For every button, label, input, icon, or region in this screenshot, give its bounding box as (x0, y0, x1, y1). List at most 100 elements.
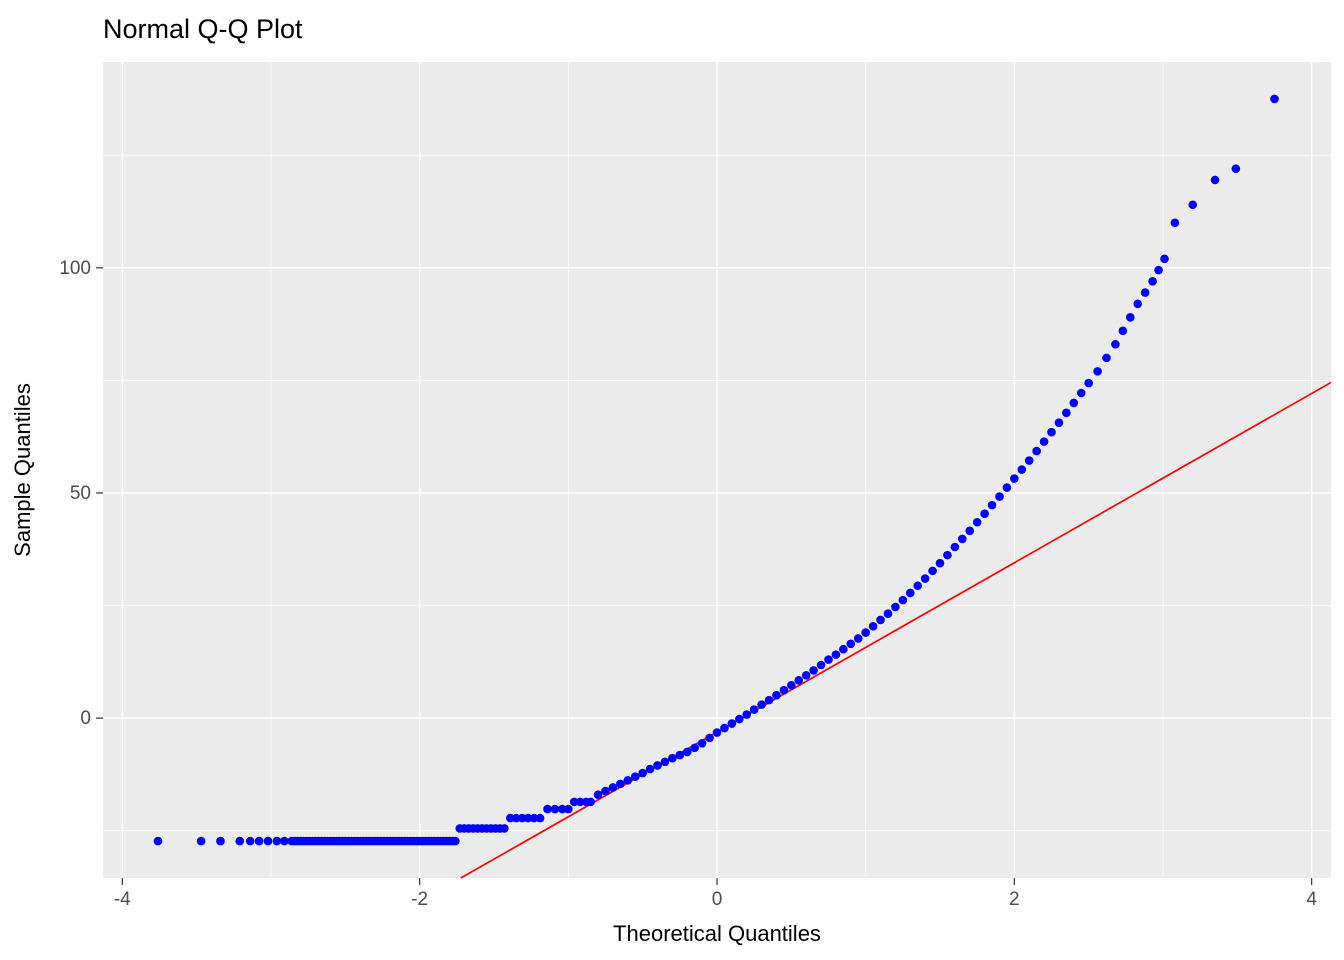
data-point (245, 836, 255, 846)
data-point (920, 574, 930, 583)
data-point (586, 797, 595, 807)
data-point (608, 783, 618, 792)
data-point (1148, 277, 1157, 286)
data-point (660, 757, 670, 767)
data-point (235, 836, 245, 846)
data-point (824, 655, 833, 664)
data-point (794, 676, 804, 685)
data-point (216, 836, 225, 846)
data-point (1010, 474, 1019, 483)
grid-major-layer (103, 62, 1331, 878)
data-point (1084, 378, 1093, 388)
data-point (742, 710, 752, 719)
data-point (623, 775, 633, 785)
data-point (280, 836, 289, 846)
data-point (593, 790, 603, 799)
data-point (853, 634, 863, 643)
x-axis-tick-label: -4 (114, 889, 131, 910)
data-point (569, 797, 579, 807)
data-point (616, 779, 625, 789)
data-point (816, 660, 826, 670)
data-point (1102, 353, 1111, 363)
data-point (883, 609, 893, 618)
y-axis-tick-label: 50 (70, 483, 91, 504)
data-point (1210, 175, 1220, 185)
data-point (558, 804, 567, 814)
scatter-points-layer (153, 94, 1279, 846)
data-point (801, 671, 811, 680)
data-point (965, 526, 975, 536)
data-point (575, 797, 585, 807)
data-point (543, 804, 552, 814)
data-point (1111, 340, 1120, 349)
data-point (891, 602, 900, 612)
data-point (846, 639, 856, 649)
y-axis-title: Sample Quantiles (10, 383, 35, 557)
data-point (1118, 326, 1128, 336)
data-point (697, 739, 707, 748)
data-point (913, 581, 923, 591)
data-point (868, 621, 878, 631)
data-point (712, 728, 722, 737)
data-point (839, 644, 848, 654)
data-point (511, 813, 521, 823)
data-point (1170, 218, 1180, 228)
data-point (1270, 94, 1279, 104)
x-axis-tick-label: 4 (1306, 889, 1317, 910)
data-point (1140, 288, 1150, 297)
data-point (653, 761, 662, 770)
data-point (638, 768, 647, 778)
y-axis-tick-label: 100 (59, 258, 91, 279)
data-point (263, 836, 273, 846)
data-point (749, 705, 759, 714)
data-point (1054, 418, 1064, 428)
x-axis-tick-label: -2 (411, 889, 428, 910)
data-point (905, 588, 915, 598)
data-point (876, 615, 885, 625)
axis-ticks-layer (96, 267, 1313, 885)
data-point (980, 509, 989, 518)
data-point (757, 700, 766, 709)
data-point (535, 813, 545, 823)
y-axis-tick-label: 0 (80, 708, 91, 729)
data-point (682, 747, 692, 757)
data-point (809, 666, 818, 675)
data-point (943, 550, 952, 560)
reference-line-layer (460, 381, 1332, 879)
data-point (550, 804, 560, 814)
data-point (1047, 427, 1056, 437)
data-point (720, 723, 729, 733)
data-point (645, 764, 655, 774)
data-point (831, 650, 841, 659)
data-point (705, 733, 714, 743)
data-point (630, 772, 640, 781)
data-point (523, 813, 533, 823)
data-point (764, 695, 774, 705)
data-point (935, 558, 945, 568)
data-point (1093, 367, 1102, 376)
data-point (1160, 254, 1169, 264)
data-point (1133, 299, 1143, 309)
data-point (727, 719, 737, 728)
plot-title: Normal Q-Q Plot (103, 14, 303, 44)
data-point (668, 753, 677, 763)
data-point (958, 534, 967, 544)
data-point (1002, 483, 1012, 492)
data-point (861, 628, 870, 637)
data-point (1154, 265, 1163, 275)
x-axis-title: Theoretical Quantiles (613, 921, 821, 946)
data-point (517, 813, 527, 823)
data-point (153, 836, 163, 846)
data-point (1062, 408, 1071, 418)
data-point (564, 804, 573, 814)
data-point (500, 824, 509, 833)
data-point (451, 836, 460, 846)
data-point (1231, 164, 1241, 174)
data-point (1125, 313, 1135, 322)
data-point (690, 743, 699, 753)
data-point (675, 750, 685, 760)
data-point (1032, 446, 1041, 456)
data-point (779, 685, 789, 695)
